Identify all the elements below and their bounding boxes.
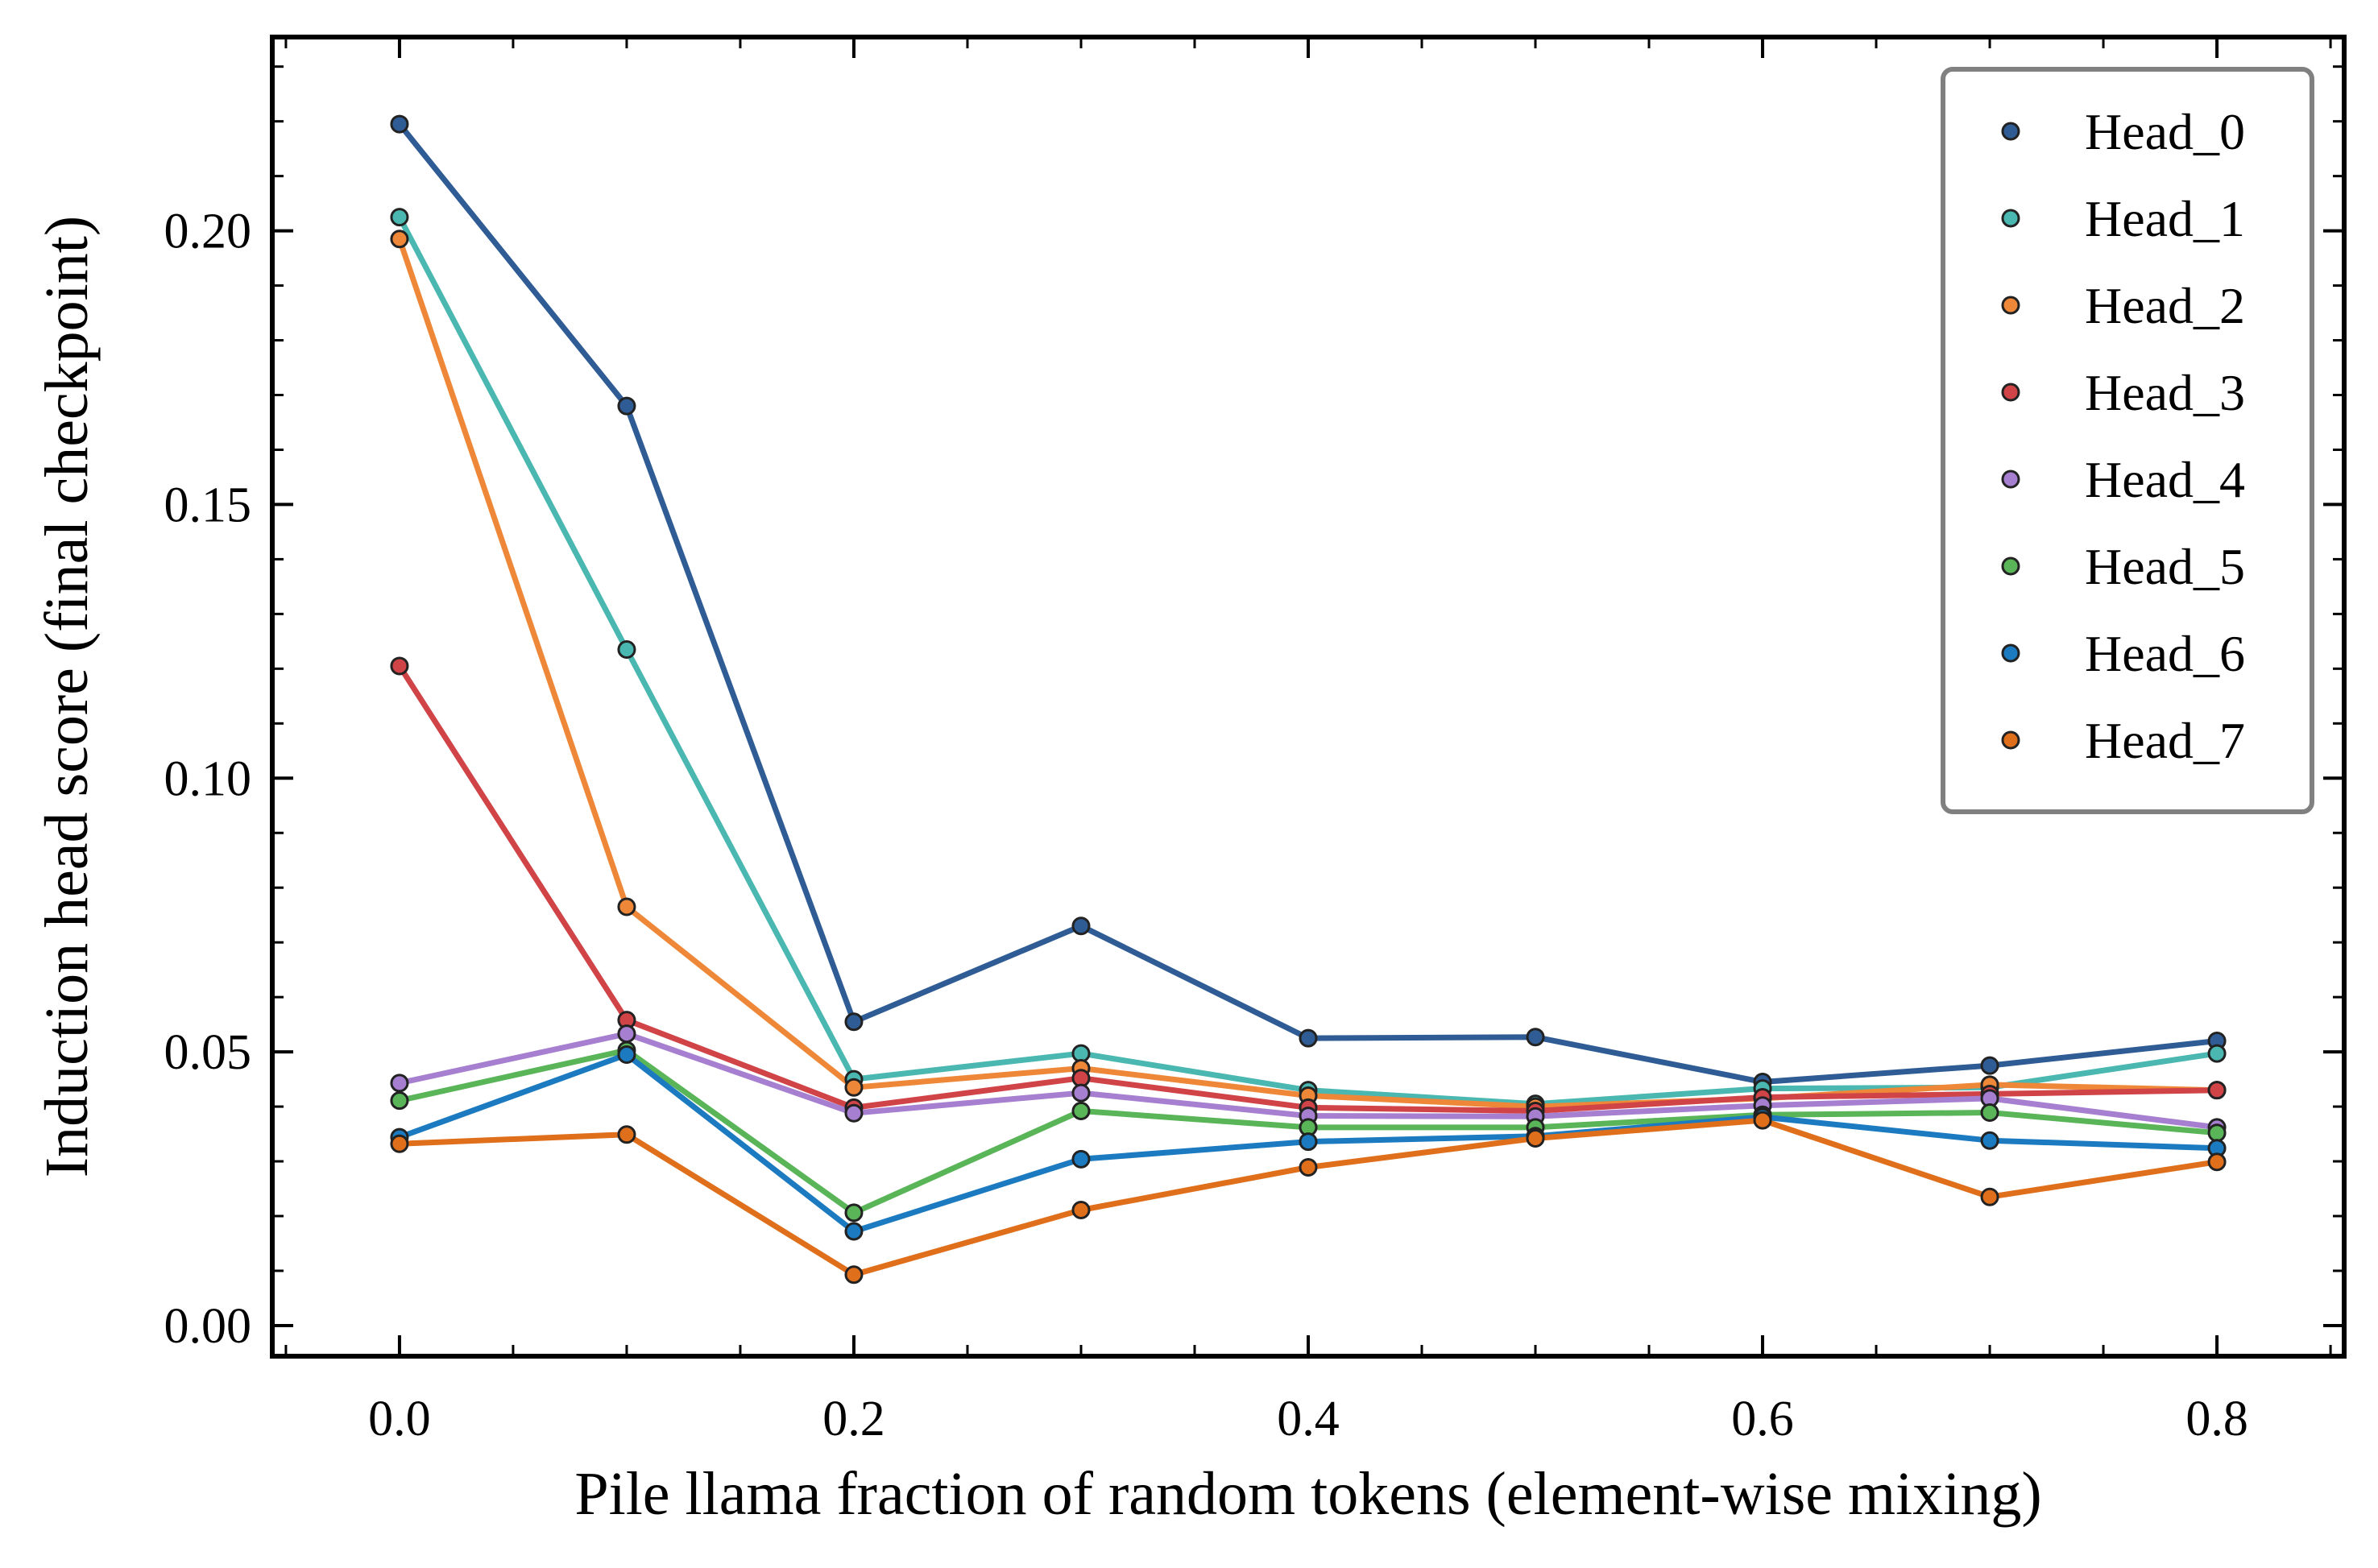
data-point-Head_7 <box>1071 1201 1091 1220</box>
data-point-Head_1 <box>390 208 409 227</box>
legend-marker-Head_1 <box>2001 209 2020 228</box>
data-point-Head_1 <box>2207 1044 2227 1063</box>
data-point-Head_7 <box>2207 1152 2227 1172</box>
data-point-Head_7 <box>1526 1128 1545 1148</box>
data-point-Head_7 <box>617 1125 636 1144</box>
data-point-Head_0 <box>617 396 636 416</box>
data-point-Head_4 <box>1071 1083 1091 1103</box>
legend-label: Head_6 <box>2085 625 2245 682</box>
data-point-Head_6 <box>1071 1149 1091 1169</box>
data-point-Head_4 <box>844 1103 864 1123</box>
legend-marker-Head_0 <box>2001 122 2020 141</box>
legend-label: Head_4 <box>2085 451 2245 508</box>
data-point-Head_5 <box>844 1203 864 1223</box>
data-point-Head_2 <box>844 1078 864 1097</box>
legend-label: Head_3 <box>2085 364 2245 421</box>
data-point-Head_0 <box>1299 1028 1318 1048</box>
legend-label: Head_0 <box>2085 103 2245 160</box>
legend-marker-Head_4 <box>2001 470 2020 489</box>
x-tick-label: 0.4 <box>1277 1392 1340 1446</box>
tick-labels: 0.0 0.2 0.4 0.6 0.8 0.00 0.05 0.10 0.15 0.20 <box>164 205 2248 1446</box>
legend-marker-Head_2 <box>2001 296 2020 315</box>
data-point-Head_7 <box>844 1265 864 1285</box>
data-point-Head_6 <box>617 1045 636 1065</box>
data-point-Head_0 <box>1526 1028 1545 1047</box>
data-point-Head_3 <box>2207 1081 2227 1100</box>
legend-label: Head_7 <box>2085 712 2245 769</box>
data-point-Head_4 <box>617 1024 636 1044</box>
data-point-Head_7 <box>390 1134 409 1153</box>
data-point-Head_7 <box>1753 1111 1772 1130</box>
data-point-Head_1 <box>617 640 636 660</box>
data-point-Head_2 <box>617 897 636 916</box>
data-point-Head_7 <box>1980 1187 1999 1206</box>
data-point-Head_6 <box>1299 1132 1318 1152</box>
legend-label: Head_5 <box>2085 538 2245 595</box>
data-point-Head_7 <box>1299 1158 1318 1177</box>
legend-marker-Head_3 <box>2001 383 2020 402</box>
data-point-Head_5 <box>2207 1123 2227 1143</box>
y-axis-label: Induction head score (final checkpoint) <box>33 216 101 1177</box>
y-tick-label: 0.05 <box>164 1025 252 1080</box>
legend: Head_0 Head_1 Head_2 Head_3 Head_4 Head_5 Head… <box>1941 67 2314 814</box>
data-point-Head_6 <box>1980 1131 1999 1150</box>
data-point-Head_0 <box>1071 916 1091 936</box>
plot-frame <box>270 35 2347 1359</box>
data-point-Head_0 <box>844 1012 864 1032</box>
data-point-Head_0 <box>390 114 409 134</box>
x-tick-label: 0.8 <box>2185 1392 2248 1446</box>
legend-label: Head_2 <box>2085 277 2245 334</box>
legend-label: Head_1 <box>2085 190 2245 247</box>
x-tick-label: 0.2 <box>822 1392 885 1446</box>
legend-box <box>1941 67 2314 814</box>
legend-marker-Head_5 <box>2001 556 2020 576</box>
series-markers <box>390 114 2227 1285</box>
data-point-Head_5 <box>390 1091 409 1111</box>
data-point-Head_2 <box>390 230 409 249</box>
data-point-Head_5 <box>1071 1102 1091 1121</box>
data-point-Head_3 <box>390 656 409 676</box>
data-point-Head_6 <box>844 1222 864 1241</box>
data-point-Head_5 <box>1980 1103 1999 1123</box>
x-tick-label: 0.0 <box>368 1392 431 1446</box>
data-point-Head_0 <box>1980 1056 1999 1075</box>
x-axis-label: Pile llama fraction of random tokens (el… <box>574 1460 2041 1528</box>
y-tick-label: 0.00 <box>164 1299 252 1354</box>
y-tick-label: 0.20 <box>164 205 252 259</box>
legend-marker-Head_7 <box>2001 730 2020 750</box>
y-tick-label: 0.15 <box>164 478 252 532</box>
legend-marker-Head_6 <box>2001 643 2020 663</box>
x-tick-label: 0.6 <box>1731 1392 1794 1446</box>
y-tick-label: 0.10 <box>164 751 252 806</box>
data-point-Head_4 <box>390 1074 409 1093</box>
